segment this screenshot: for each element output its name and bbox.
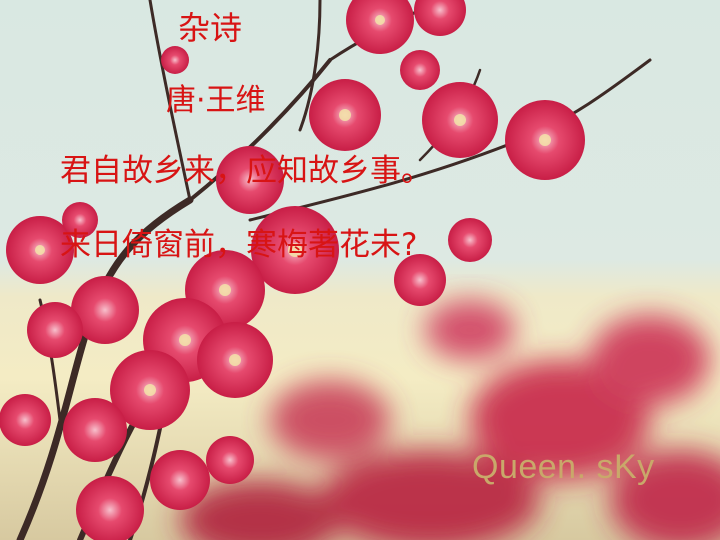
poem-line-1: 君自故乡来，应知故乡事。 (60, 153, 432, 189)
poem-title: 杂诗 (178, 9, 243, 47)
watermark-signature: Queen. sKy (472, 448, 655, 486)
blossoms (0, 0, 585, 540)
blurred-blossoms (180, 300, 720, 540)
flower-centers (35, 15, 551, 396)
poem-author: 唐·王维 (166, 83, 266, 118)
poem-line-2: 来日倚窗前，寒梅著花未? (60, 227, 418, 263)
